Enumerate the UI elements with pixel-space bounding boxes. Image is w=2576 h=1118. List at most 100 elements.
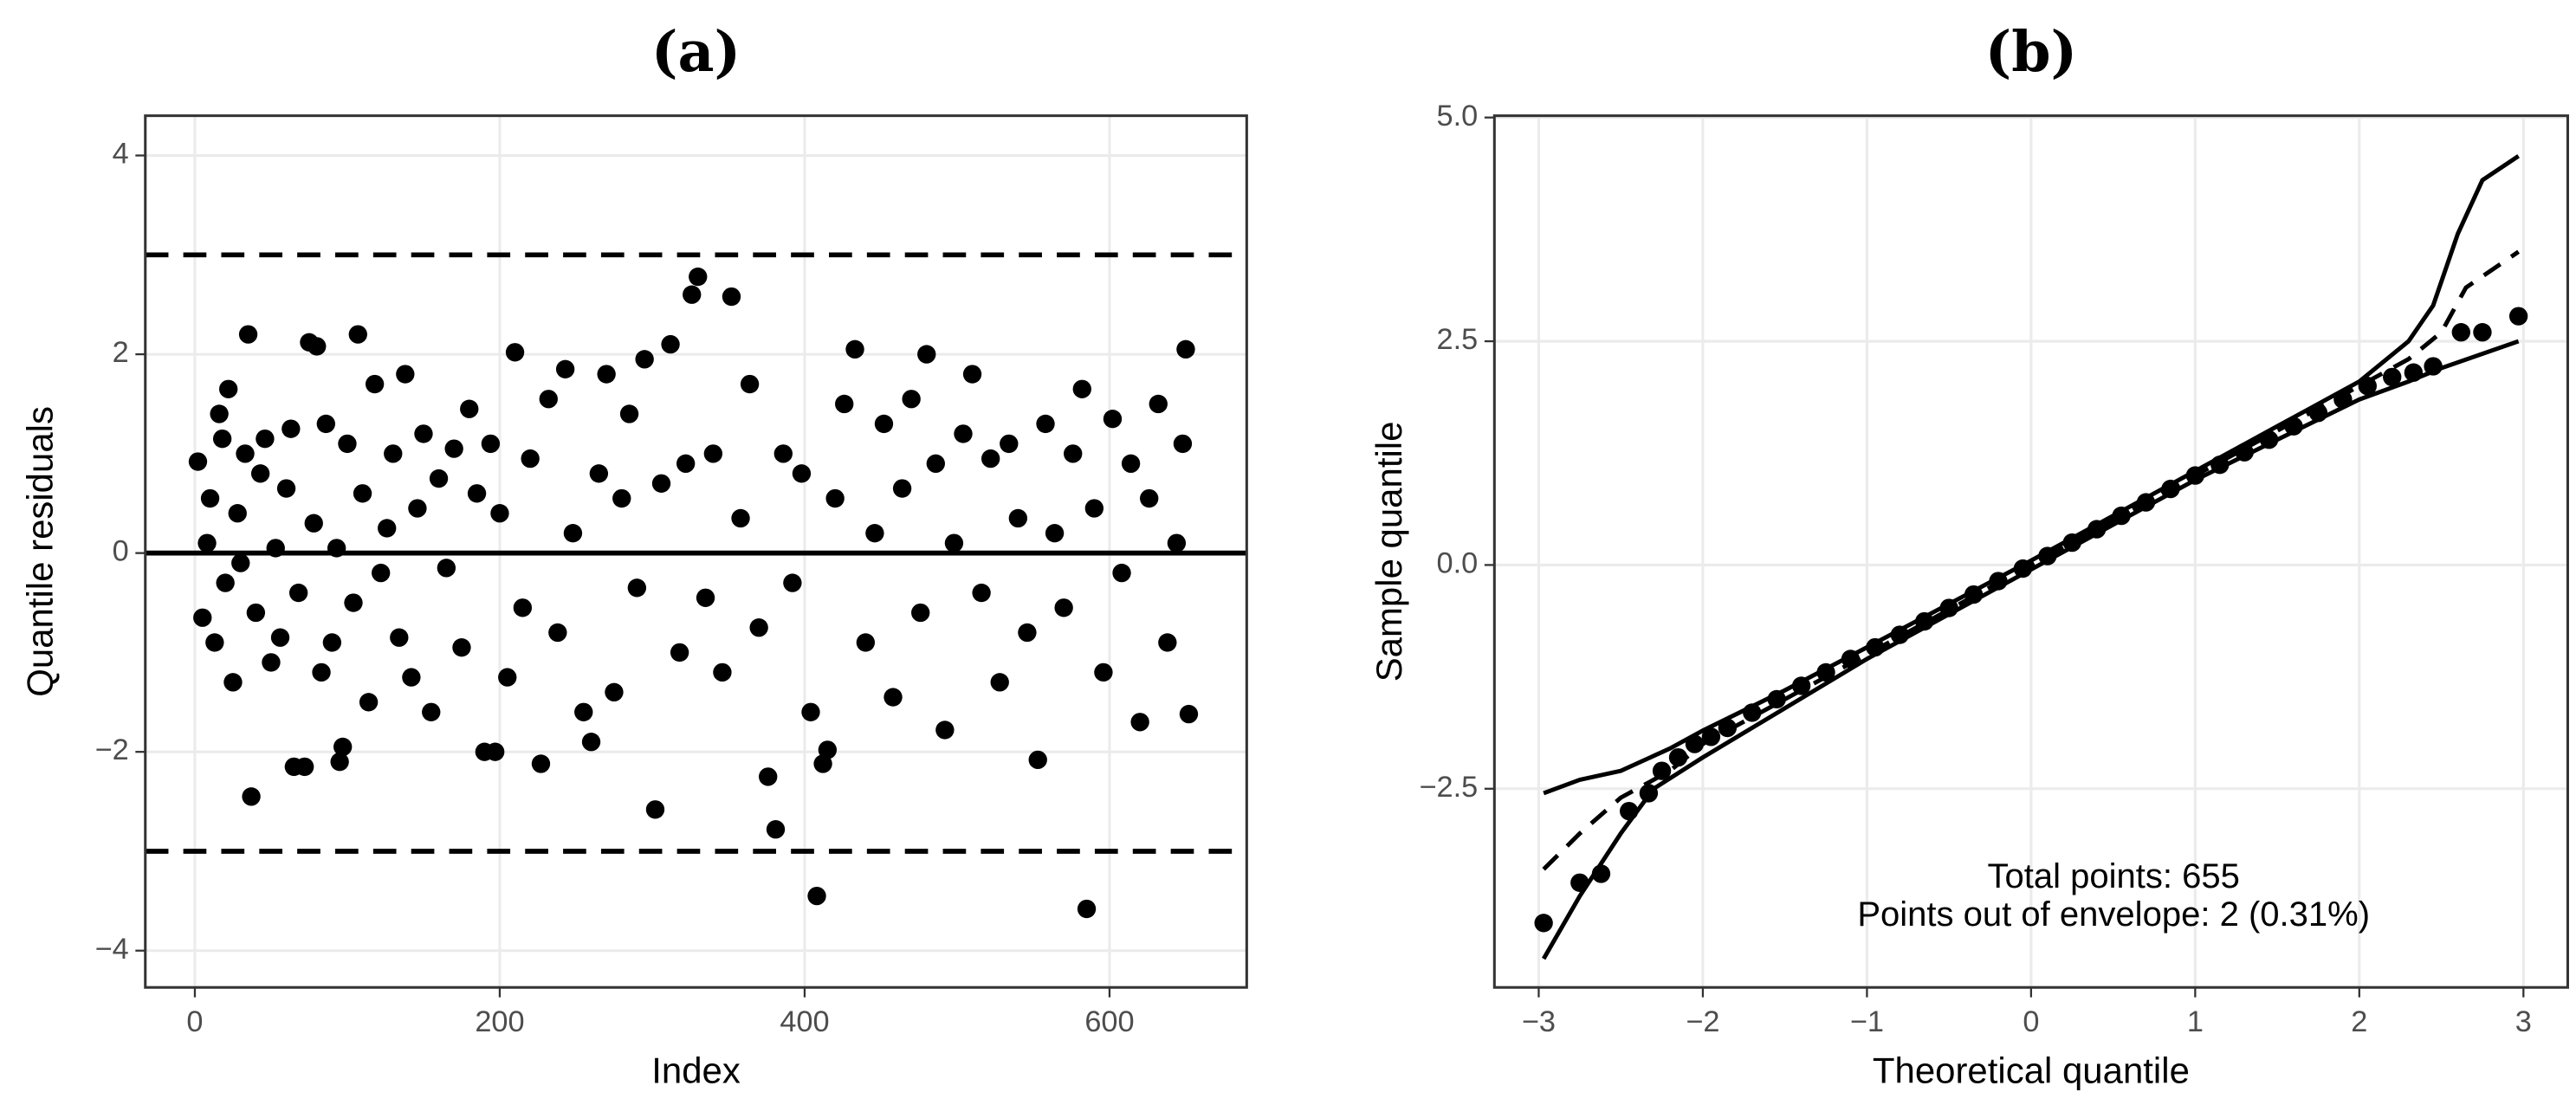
point <box>670 643 689 662</box>
point <box>696 588 715 607</box>
point <box>1084 499 1104 518</box>
point <box>256 429 275 449</box>
point <box>1158 633 1177 652</box>
point <box>402 668 421 687</box>
point <box>563 524 583 543</box>
point <box>548 623 567 643</box>
point <box>231 553 250 572</box>
point <box>444 439 463 458</box>
point <box>2112 506 2131 526</box>
x-tick-label: 200 <box>475 1005 524 1038</box>
point <box>954 424 973 443</box>
point <box>359 693 379 712</box>
point <box>1591 864 1611 883</box>
point <box>749 618 768 637</box>
point <box>304 514 323 533</box>
point <box>1018 623 1037 643</box>
point <box>783 573 802 592</box>
point <box>288 583 308 603</box>
point <box>1173 434 1193 454</box>
point <box>661 334 680 354</box>
point <box>210 404 229 423</box>
y-tick-label: −2 <box>95 733 129 766</box>
point <box>414 424 433 443</box>
point <box>282 419 301 438</box>
point <box>467 484 487 503</box>
point <box>1685 734 1705 753</box>
point <box>236 444 255 463</box>
point <box>2508 307 2528 326</box>
point <box>962 365 982 384</box>
point <box>1112 563 1131 583</box>
point <box>460 399 479 418</box>
panel-title: (b) <box>1985 19 2078 85</box>
point <box>2473 323 2492 342</box>
point <box>1167 533 1187 553</box>
point <box>911 603 930 623</box>
point <box>766 820 786 839</box>
point <box>513 598 533 617</box>
x-tick-label: 1 <box>2187 1005 2204 1038</box>
y-tick-label: 0.0 <box>1437 546 1479 579</box>
point <box>2259 430 2279 449</box>
point <box>1639 784 1659 803</box>
point <box>505 343 525 362</box>
point <box>759 767 778 786</box>
point <box>1045 524 1065 543</box>
point <box>422 702 441 721</box>
point <box>498 668 517 687</box>
point <box>384 444 403 463</box>
point <box>531 754 551 773</box>
x-axis-title: Theoretical quantile <box>1873 1050 2190 1090</box>
x-tick-label: 2 <box>2351 1005 2367 1038</box>
point <box>330 752 349 772</box>
point <box>486 742 505 761</box>
point <box>521 449 540 469</box>
point <box>188 452 208 471</box>
point <box>276 479 296 498</box>
point <box>683 285 702 304</box>
point <box>874 414 894 434</box>
point <box>2424 357 2443 376</box>
x-tick-label: 400 <box>780 1005 829 1038</box>
point <box>1939 598 1958 617</box>
point <box>266 539 285 558</box>
point <box>1915 611 1934 631</box>
point <box>845 339 864 359</box>
point <box>722 287 741 307</box>
point <box>926 454 945 474</box>
point <box>1791 676 1811 695</box>
point <box>2185 466 2205 485</box>
point <box>2383 367 2402 387</box>
point <box>1718 718 1738 738</box>
point <box>193 608 212 627</box>
point <box>1077 899 1097 919</box>
point <box>627 578 647 598</box>
point <box>246 603 266 623</box>
point <box>437 559 456 578</box>
point <box>1176 339 1195 359</box>
point <box>396 365 415 384</box>
point <box>1054 598 1073 617</box>
point <box>1767 689 1786 709</box>
point <box>689 267 708 287</box>
point <box>2087 520 2107 539</box>
point <box>2136 493 2156 512</box>
point <box>835 394 854 414</box>
point <box>1008 508 1028 528</box>
point <box>408 499 427 518</box>
point <box>731 508 750 528</box>
point <box>813 754 832 773</box>
point <box>344 593 363 612</box>
point <box>219 379 238 398</box>
point <box>238 325 258 344</box>
point <box>312 662 331 682</box>
point <box>365 374 385 394</box>
point <box>1989 572 2008 591</box>
point <box>270 628 290 647</box>
point <box>1652 761 1672 780</box>
point <box>1121 454 1141 474</box>
point <box>792 464 812 483</box>
point <box>612 488 631 508</box>
